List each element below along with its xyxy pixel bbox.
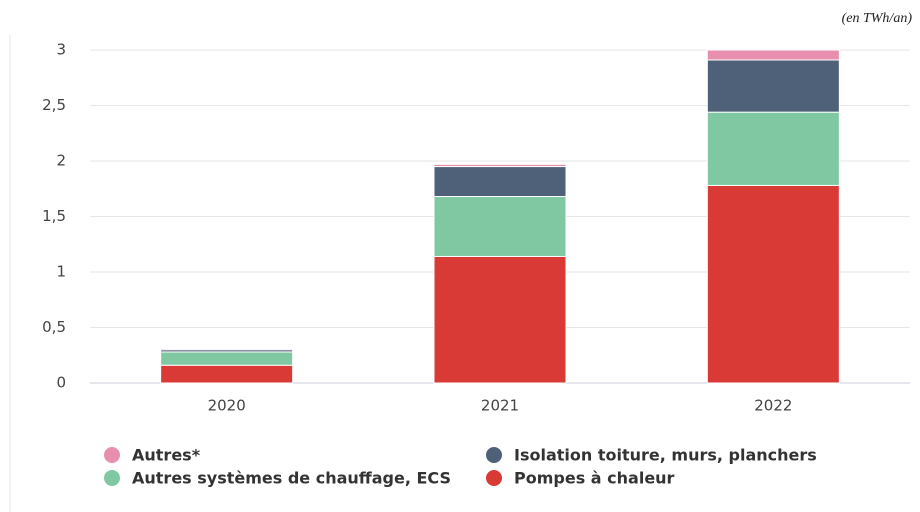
- bar-segment: [433, 196, 567, 257]
- bar-segment: [160, 351, 294, 366]
- bar-segment: [433, 163, 567, 168]
- unit-label: (en TWh/an): [842, 11, 913, 26]
- x-tick-label: 2020: [208, 397, 246, 415]
- y-tick-label: 1,5: [42, 207, 66, 225]
- legend-marker: [486, 470, 502, 486]
- y-tick-label: 2,5: [42, 96, 66, 114]
- x-tick-label: 2021: [481, 397, 519, 415]
- y-tick-label: 1: [56, 263, 66, 281]
- bar-segment: [160, 364, 294, 384]
- y-tick-label: 0,5: [42, 318, 66, 336]
- legend-label: Isolation toiture, murs, planchers: [514, 446, 817, 465]
- legend-label: Autres systèmes de chauffage, ECS: [132, 469, 451, 488]
- bar-segment: [706, 49, 840, 61]
- bar-segment: [160, 348, 294, 351]
- y-tick-label: 0: [56, 374, 66, 392]
- bar-segment: [706, 59, 840, 113]
- bar-segment: [433, 255, 567, 384]
- legend-marker: [104, 470, 120, 486]
- x-tick-label: 2022: [754, 397, 792, 415]
- legend-label: Autres*: [132, 446, 201, 465]
- y-tick-label: 2: [56, 152, 66, 170]
- legend-label: Pompes à chaleur: [514, 469, 675, 488]
- legend-marker: [486, 447, 502, 463]
- bar-segment: [706, 184, 840, 384]
- bar-segment: [706, 111, 840, 186]
- bar-segment: [433, 166, 567, 198]
- y-tick-label: 3: [56, 41, 66, 59]
- legend-marker: [104, 447, 120, 463]
